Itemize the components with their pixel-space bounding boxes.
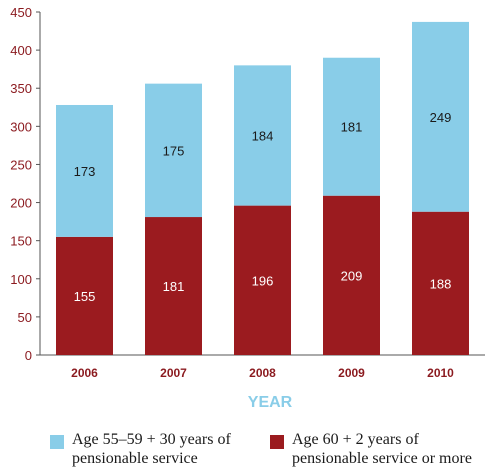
y-tick-label: 350 [10, 81, 32, 96]
legend-item-age-55-59: Age 55–59 + 30 years of pensionable serv… [50, 430, 231, 468]
bar-value-label: 181 [163, 279, 185, 294]
x-tick-label: 2006 [71, 366, 98, 380]
legend-label-line1: Age 60 + 2 years of [292, 431, 419, 448]
bar-segment-2007-age-60 [145, 217, 202, 355]
bar-labels: 155 173 181 175 196 184 209 181 188 249 [74, 110, 452, 304]
bar-segment-2009-age-55-59 [323, 57, 380, 196]
bar-segment-2006-age-60 [56, 236, 113, 355]
legend-swatch-light-blue [50, 435, 64, 449]
x-tick-label: 2007 [160, 366, 187, 380]
bar-value-label: 188 [430, 276, 452, 291]
x-tick-label: 2009 [338, 366, 365, 380]
x-axis-label: YEAR [248, 394, 293, 411]
bar-value-label: 181 [341, 120, 363, 135]
bar-segment-2008-age-55-59 [234, 65, 291, 206]
bar-value-label: 173 [74, 164, 96, 179]
bar-value-label: 184 [252, 128, 274, 143]
y-tick-label: 450 [10, 5, 32, 20]
y-tick-label: 100 [10, 272, 32, 287]
legend-label-line2: pensionable service or more [292, 450, 472, 467]
legend-label: Age 60 + 2 years of pensionable service … [292, 430, 472, 468]
bar-segment-2010-age-55-59 [412, 21, 469, 212]
stacked-bar-chart: 0 50 100 150 200 250 300 350 400 450 2006 2007 2008 2… [10, 5, 485, 411]
y-tick-label: 300 [10, 119, 32, 134]
bar-segment-2010-age-60 [412, 211, 469, 355]
x-tick-label: 2008 [249, 366, 276, 380]
y-tick-label: 200 [10, 196, 32, 211]
legend-item-age-60: Age 60 + 2 years of pensionable service … [270, 430, 472, 468]
y-tick-label: 400 [10, 43, 32, 58]
bar-value-label: 155 [74, 289, 96, 304]
legend: Age 55–59 + 30 years of pensionable serv… [0, 424, 500, 472]
bar-value-label: 175 [163, 143, 185, 158]
legend-label: Age 55–59 + 30 years of pensionable serv… [72, 430, 231, 468]
bar-segment-2009-age-60 [323, 195, 380, 355]
legend-label-line1: Age 55–59 + 30 years of [72, 431, 231, 448]
y-tick-label: 150 [10, 234, 32, 249]
y-tick-label: 250 [10, 157, 32, 172]
axes: 0 50 100 150 200 250 300 350 400 450 2006 2007 2008 2… [10, 5, 485, 380]
y-tick-label: 0 [25, 348, 32, 363]
bar-segment-2007-age-55-59 [145, 83, 202, 218]
bar-value-label: 209 [341, 268, 363, 283]
legend-swatch-dark-red [270, 435, 284, 449]
bar-segment-2008-age-60 [234, 205, 291, 355]
bar-segment-2006-age-55-59 [56, 104, 113, 237]
y-tick-label: 50 [18, 310, 32, 325]
bar-value-label: 249 [430, 110, 452, 125]
bars [56, 21, 469, 355]
legend-label-line2: pensionable service [72, 450, 198, 467]
x-tick-label: 2010 [427, 366, 454, 380]
bar-value-label: 196 [252, 273, 274, 288]
